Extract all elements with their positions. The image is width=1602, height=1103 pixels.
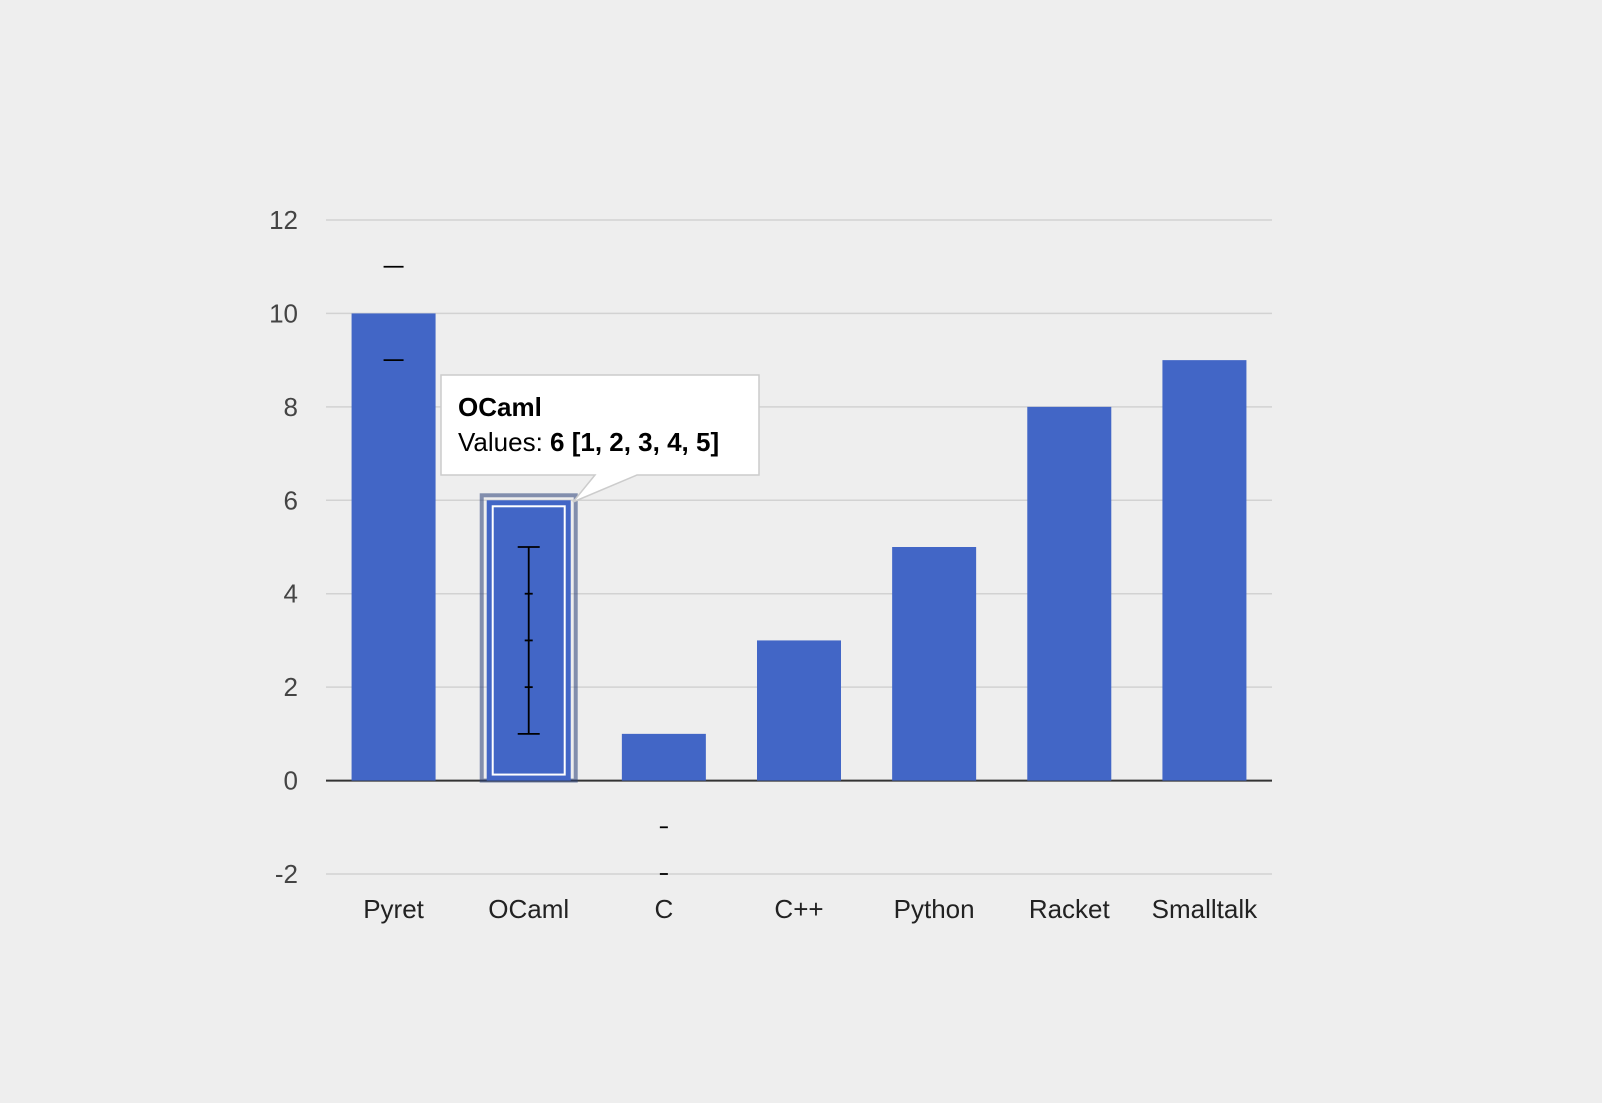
y-tick-label: 6 — [284, 485, 298, 515]
bar-c-[interactable] — [757, 640, 841, 781]
tooltip-title: OCaml — [458, 392, 542, 422]
y-tick-label: 2 — [284, 672, 298, 702]
bar-racket[interactable] — [1027, 406, 1112, 781]
y-tick-label: 0 — [284, 766, 298, 796]
bar-python[interactable] — [892, 547, 977, 781]
bar-pyret[interactable] — [351, 313, 436, 781]
x-category-label: Pyret — [363, 894, 424, 924]
y-tick-label: 10 — [269, 298, 298, 328]
bar-highlight-inner — [491, 505, 566, 776]
x-category-label: C++ — [774, 894, 823, 924]
x-category-label: OCaml — [488, 894, 569, 924]
tooltip-values-value: 6 [1, 2, 3, 4, 5] — [550, 427, 719, 457]
x-category-label: Smalltalk — [1152, 894, 1258, 924]
y-tick-label: 12 — [269, 205, 298, 235]
y-tick-label: 8 — [284, 392, 298, 422]
x-category-label: Python — [894, 894, 975, 924]
tooltip-values-label: Values: — [458, 427, 550, 457]
x-category-label: C — [654, 894, 673, 924]
bar-tooltip: OCaml Values: 6 [1, 2, 3, 4, 5] — [440, 374, 760, 503]
x-category-label: Racket — [1029, 894, 1111, 924]
interval-marks — [383, 265, 668, 875]
y-tick-label: 4 — [284, 579, 298, 609]
y-axis-ticks: 12 10 8 6 4 2 0 -2 — [269, 205, 298, 889]
tooltip-values: Values: 6 [1, 2, 3, 4, 5] — [458, 427, 719, 457]
y-tick-label: -2 — [275, 859, 298, 889]
bar-smalltalk[interactable] — [1162, 360, 1247, 781]
bar-c[interactable] — [621, 733, 706, 781]
tooltip-box — [440, 374, 760, 503]
x-axis-labels: Pyret OCaml C C++ Python Racket Smalltalk — [363, 894, 1258, 924]
